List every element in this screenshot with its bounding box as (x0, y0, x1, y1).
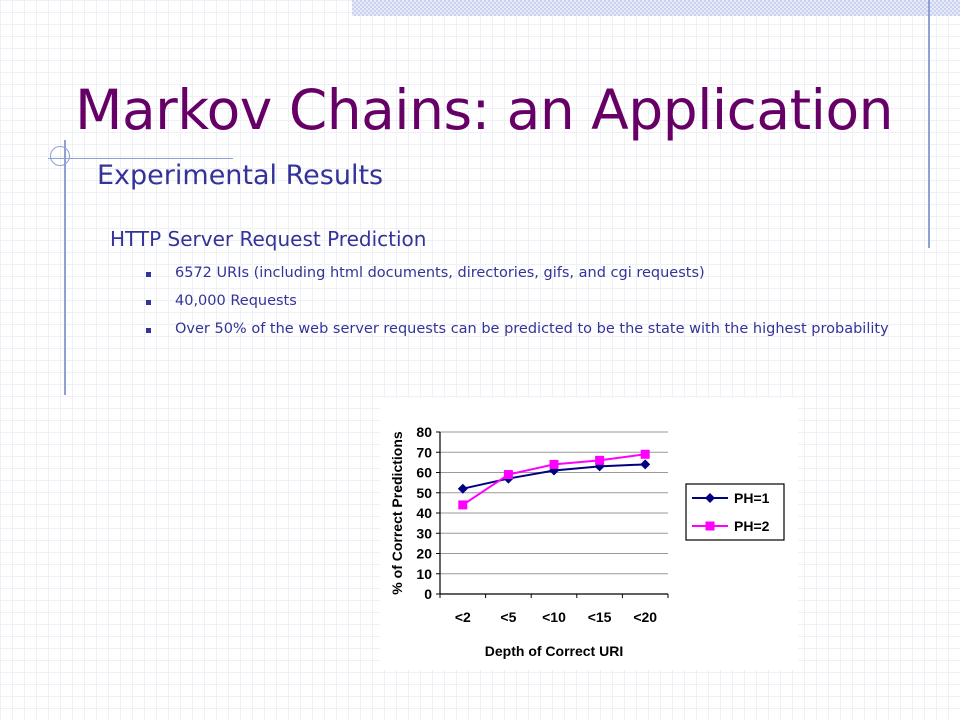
legend-swatch-marker (705, 493, 715, 503)
series-1-point (640, 459, 651, 470)
y-tick-label: 50 (416, 485, 432, 501)
bullet-square-icon (146, 272, 151, 277)
series-2-point (458, 500, 468, 510)
y-tick-label: 80 (416, 424, 432, 440)
series-2-point (549, 459, 559, 469)
bullet-item: Over 50% of the web server requests can … (146, 320, 906, 339)
series-1-point (457, 483, 468, 494)
series-2-point (640, 449, 650, 459)
y-tick-label: 60 (416, 465, 432, 481)
y-tick-label: 10 (416, 566, 432, 582)
section-heading: HTTP Server Request Prediction (110, 227, 427, 251)
bullet-text: 6572 URIs (including html documents, dir… (175, 265, 705, 281)
bullet-text: Over 50% of the web server requests can … (175, 321, 889, 337)
legend-swatch-marker (705, 521, 715, 531)
x-tick-label: <5 (500, 609, 516, 625)
y-tick-label: 30 (416, 525, 432, 541)
bullet-text: 40,000 Requests (175, 293, 297, 309)
bullet-square-icon (146, 328, 151, 333)
bullet-square-icon (146, 300, 151, 305)
series-2-point (503, 470, 513, 480)
y-tick-label: 0 (424, 586, 432, 602)
slide-title: Markov Chains: an Application (75, 78, 893, 142)
y-tick-label: 70 (416, 444, 432, 460)
decorative-right-rule (928, 0, 930, 248)
slide-subtitle: Experimental Results (97, 160, 384, 191)
chart-panel: 0 10 20 30 40 50 60 70 80 <2 <5 <10 <15 <20 Depth of C… (380, 398, 798, 670)
x-axis-title: Depth of Correct URI (485, 643, 623, 659)
decorative-corner-ring (50, 146, 70, 166)
legend-label: PH=1 (734, 490, 770, 506)
decorative-top-band (352, 0, 960, 16)
y-tick-label: 40 (416, 505, 432, 521)
x-tick-label: <15 (588, 609, 612, 625)
x-tick-label: <20 (633, 609, 657, 625)
decorative-title-rule (48, 158, 233, 159)
y-tick-label: 20 (416, 546, 432, 562)
bullet-item: 40,000 Requests (146, 292, 906, 311)
line-chart: 0 10 20 30 40 50 60 70 80 <2 <5 <10 <15 <20 Depth of C… (389, 424, 785, 659)
x-tick-label: <10 (542, 609, 566, 625)
legend-label: PH=2 (734, 518, 770, 534)
x-tick-label: <2 (455, 609, 471, 625)
bullet-item: 6572 URIs (including html documents, dir… (146, 264, 906, 283)
decorative-left-rule (64, 140, 66, 395)
series-2-point (595, 455, 605, 465)
y-axis-title: % of Correct Predictions (389, 431, 405, 595)
legend-box (685, 483, 785, 541)
bullet-list: 6572 URIs (including html documents, dir… (146, 264, 906, 348)
